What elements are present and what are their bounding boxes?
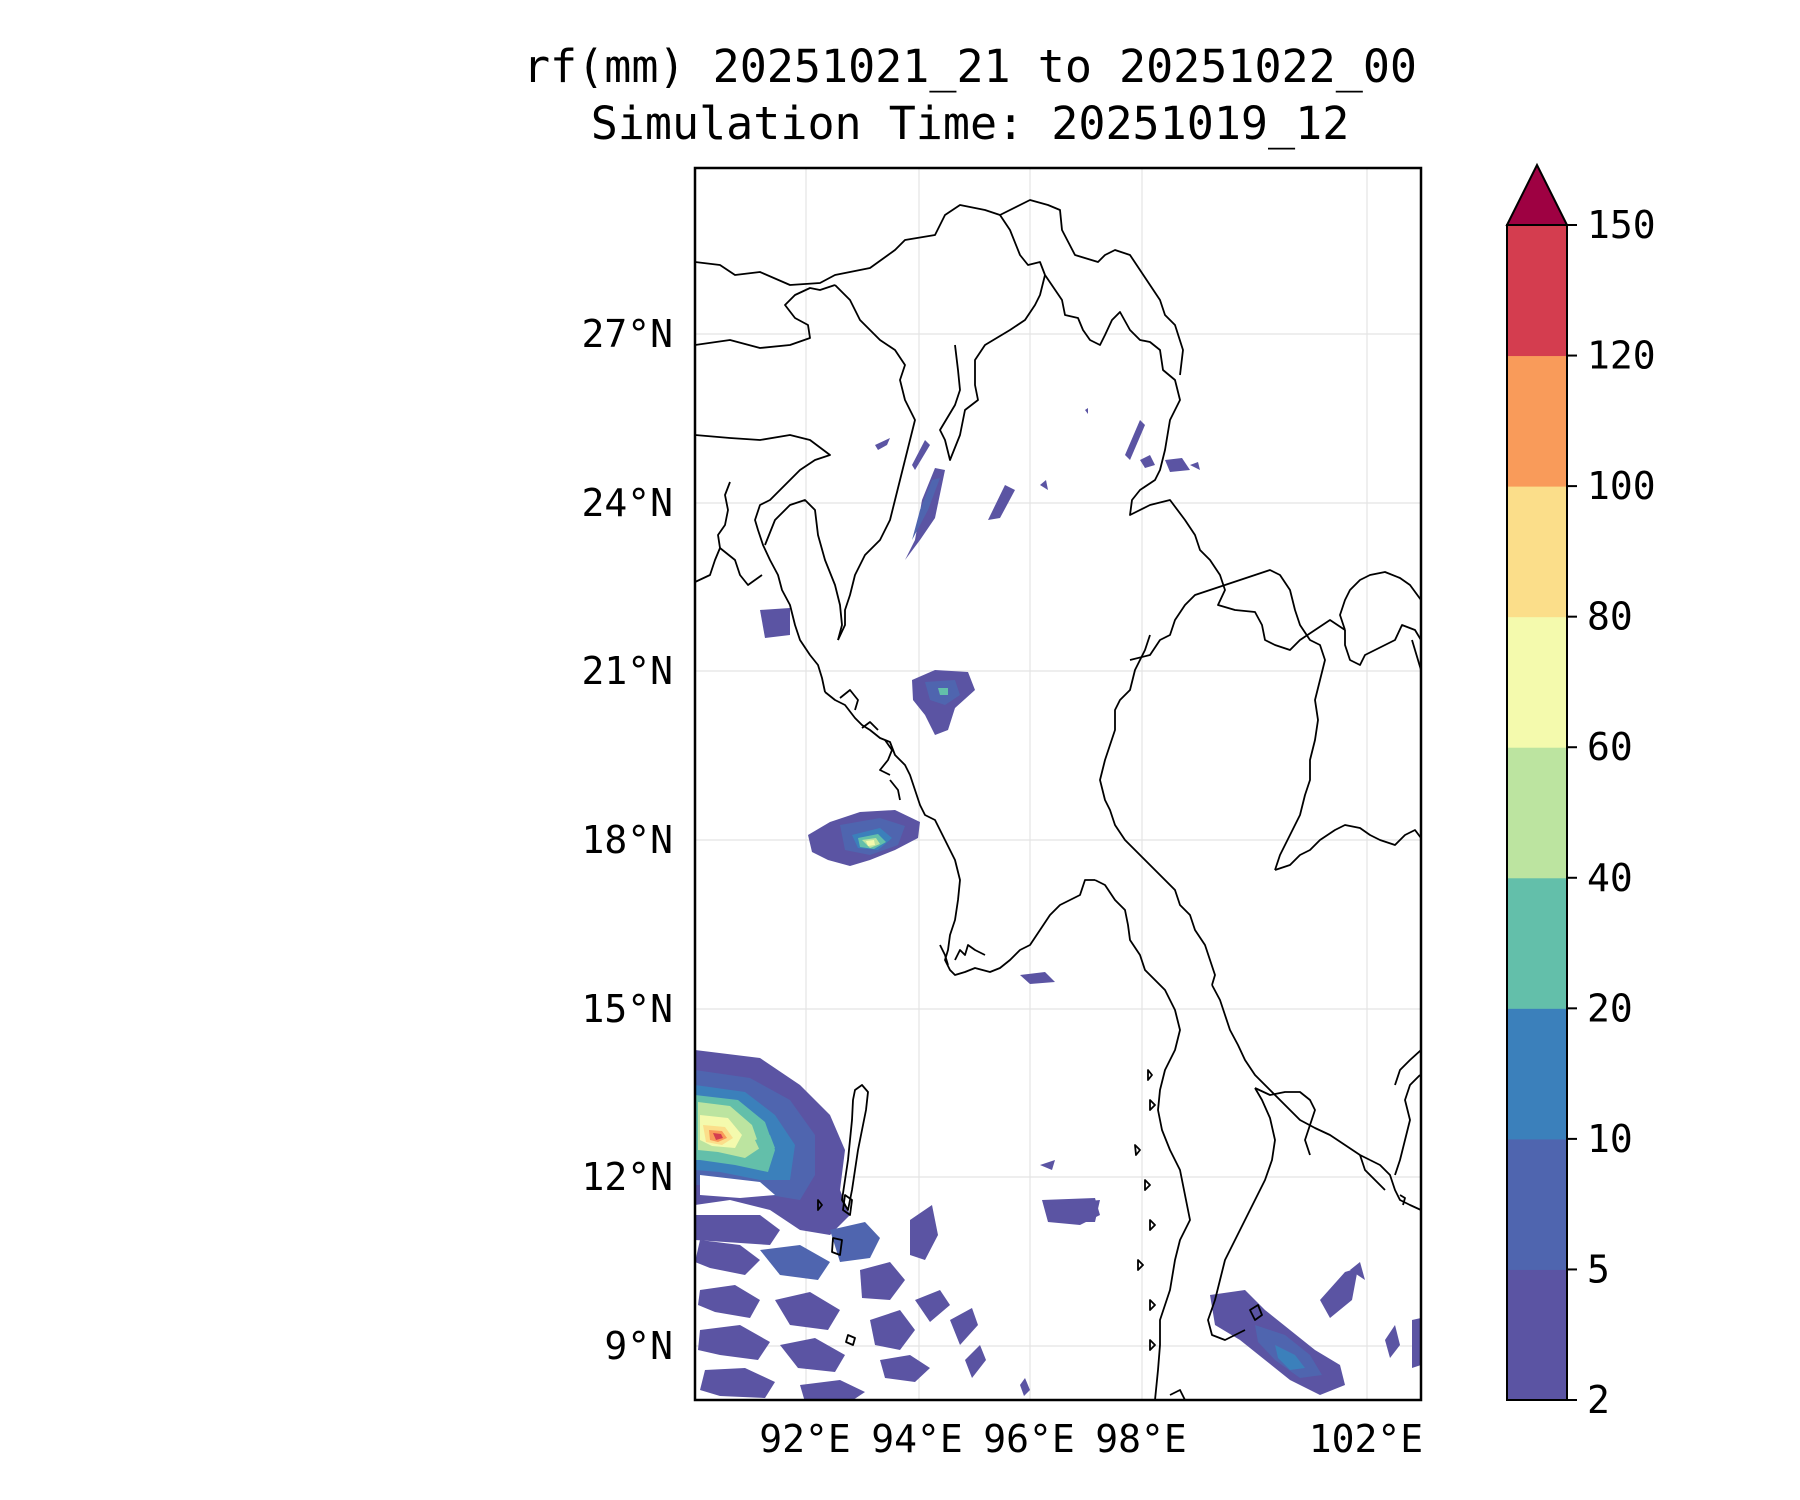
lat-tick-label: 24°N <box>581 481 673 525</box>
lon-tick-label: 96°E <box>983 1417 1075 1461</box>
colorbar-tick-label: 120 <box>1587 334 1656 378</box>
map-title-line1: rf(mm) 20251021_21 to 20251022_00 <box>522 40 1418 93</box>
colorbar-bin <box>1507 747 1567 879</box>
colorbar-tick-label: 150 <box>1587 203 1656 247</box>
lat-tick-label: 18°N <box>581 818 673 862</box>
colorbar-tick-label: 2 <box>1587 1378 1610 1422</box>
colorbar-bin <box>1507 877 1567 1009</box>
colorbar-tick-label: 40 <box>1587 856 1633 900</box>
lat-tick-label: 15°N <box>581 987 673 1031</box>
colorbar-bin <box>1507 1269 1567 1401</box>
colorbar-tick-label: 60 <box>1587 725 1633 769</box>
lon-tick-label: 102°E <box>1309 1417 1423 1461</box>
colorbar-bin <box>1507 1138 1567 1270</box>
colorbar-bin <box>1507 355 1567 487</box>
lon-tick-label: 98°E <box>1095 1417 1187 1461</box>
lon-tick-label: 92°E <box>759 1417 851 1461</box>
colorbar-tick-label: 20 <box>1587 986 1633 1030</box>
lat-labels: 27°N 24°N 21°N 18°N 15°N 12°N 9°N <box>581 312 673 1368</box>
lon-labels: 92°E 94°E 96°E 98°E 102°E <box>759 1417 1423 1461</box>
lat-tick-label: 9°N <box>604 1324 673 1368</box>
map-frame <box>693 166 1423 1402</box>
colorbar-tick-label: 100 <box>1587 464 1656 508</box>
lat-tick-label: 27°N <box>581 312 673 356</box>
lat-tick-label: 21°N <box>581 649 673 693</box>
map-title-line2: Simulation Time: 20251019_12 <box>590 97 1350 150</box>
colorbar-bin <box>1507 1008 1567 1140</box>
colorbar-bin <box>1507 616 1567 748</box>
colorbar-tick-label: 80 <box>1587 595 1633 639</box>
lon-tick-label: 94°E <box>871 1417 963 1461</box>
colorbar-tick-label: 10 <box>1587 1117 1633 1161</box>
lat-tick-label: 12°N <box>581 1155 673 1199</box>
colorbar-outline <box>1506 224 1568 1401</box>
colorbar-extend-triangle <box>1505 162 1569 226</box>
colorbar: 2 5 10 20 40 60 80 100 120 150 <box>1505 162 1656 1422</box>
rainfall-contours <box>695 408 1421 1400</box>
colorbar-bin <box>1507 486 1567 618</box>
colorbar-bin <box>1507 225 1567 357</box>
colorbar-tick-label: 5 <box>1587 1247 1610 1291</box>
coastlines-borders <box>695 199 1421 1400</box>
